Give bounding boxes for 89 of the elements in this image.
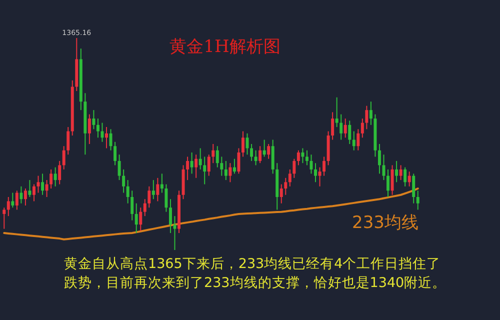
- candlestick: [96, 118, 100, 138]
- candlestick: [232, 158, 236, 174]
- candlestick: [6, 196, 10, 217]
- series-label: 233均线: [352, 213, 418, 233]
- candlestick: [280, 184, 283, 204]
- candlestick: [54, 166, 57, 187]
- candlestick: [335, 96, 338, 128]
- candlestick: [224, 160, 228, 181]
- candlestick: [254, 150, 258, 166]
- candlestick: [296, 150, 300, 166]
- candlestick: [378, 144, 381, 174]
- candlestick: [160, 173, 164, 194]
- candlestick: [58, 160, 62, 185]
- candlestick: [24, 188, 27, 206]
- candlestick: [143, 198, 146, 217]
- candlestick: [369, 101, 372, 126]
- candlestick: [134, 202, 138, 234]
- candlestick: [262, 139, 266, 158]
- candlestick: [139, 207, 142, 232]
- candlestick: [194, 154, 198, 178]
- candlestick: [203, 156, 206, 185]
- candlestick: [66, 126, 70, 156]
- candlestick: [404, 166, 407, 187]
- candlestick: [148, 186, 151, 208]
- candlestick: [114, 141, 117, 166]
- candlestick: [356, 128, 360, 151]
- candlestick: [50, 168, 53, 190]
- candlestick: [331, 112, 334, 140]
- candlestick: [207, 154, 210, 176]
- candlestick: [408, 171, 411, 187]
- candlestick: [109, 128, 112, 151]
- candlestick: [322, 156, 326, 176]
- candlestick: [130, 190, 134, 221]
- candlestick: [28, 180, 32, 198]
- candlestick: [386, 168, 390, 198]
- candlestick: [11, 192, 14, 208]
- candlestick: [152, 180, 155, 200]
- candlestick: [318, 166, 322, 187]
- candlestick: [360, 118, 364, 138]
- candlestick: [292, 158, 296, 178]
- candlestick: [168, 198, 172, 234]
- candlestick: [100, 122, 104, 142]
- candlestick: [310, 154, 313, 174]
- candlestick: [62, 146, 66, 170]
- candlestick: [92, 110, 96, 130]
- candlestick: [344, 118, 347, 138]
- candlestick: [305, 150, 308, 166]
- candlestick: [122, 168, 126, 194]
- candlestick: [314, 162, 317, 183]
- text: 黄金自从高点1365下来后，233均线已经有4个工作日挡住了: [64, 256, 441, 272]
- candlestick: [271, 139, 274, 174]
- candlestick: [301, 148, 304, 164]
- candlestick: [212, 144, 215, 164]
- candlestick: [126, 180, 130, 204]
- candlestick: [258, 146, 262, 164]
- text: 跌势，目前再次来到了233均线的支撑，恰好也是1340附近。: [64, 275, 446, 291]
- candlestick: [186, 156, 190, 181]
- candlestick: [15, 190, 18, 210]
- candlestick: [118, 154, 121, 181]
- candlestick: [237, 148, 240, 174]
- candlestick: [2, 207, 6, 230]
- candlestick: [365, 105, 368, 130]
- candlestick: [267, 144, 270, 160]
- chart-title: 黄金1H解析图: [170, 37, 280, 57]
- candlestick: [412, 173, 416, 204]
- candlestick: [241, 130, 244, 158]
- candlestick: [156, 177, 160, 202]
- candlestick: [348, 120, 352, 144]
- candlestick: [395, 160, 398, 183]
- candlestick: [105, 126, 108, 149]
- candlestick: [32, 184, 36, 202]
- candlestick: [45, 180, 48, 198]
- candlestick: [288, 168, 292, 187]
- candlestick: [220, 156, 224, 176]
- candlestick: [20, 186, 23, 204]
- candlestick: [228, 162, 232, 183]
- candlestick: [390, 164, 394, 196]
- candlestick: [88, 114, 91, 144]
- candlestick: [284, 177, 288, 196]
- candlestick: [250, 144, 254, 162]
- candlestick: [416, 190, 420, 210]
- candlestick: [352, 130, 356, 151]
- candlestick: [190, 152, 194, 174]
- candlestick: [340, 114, 343, 140]
- candlestick: [198, 148, 202, 170]
- candlestick: [164, 184, 168, 212]
- candlestick: [216, 146, 219, 168]
- candlestick: [399, 164, 402, 181]
- candlestick: [41, 173, 44, 196]
